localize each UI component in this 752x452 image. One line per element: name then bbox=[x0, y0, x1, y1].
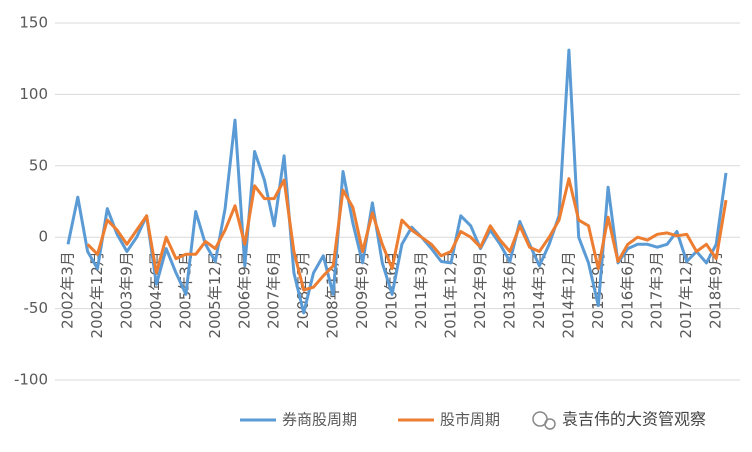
x-tick-label: 2002年12月 bbox=[88, 251, 106, 338]
x-tick-label: 2011年12月 bbox=[442, 251, 460, 338]
y-tick-label: 50 bbox=[29, 156, 48, 174]
watermark: 袁吉伟的大资管观察 bbox=[562, 410, 706, 429]
x-tick-label: 2012年9月 bbox=[471, 251, 489, 329]
legend-label: 券商股周期 bbox=[282, 411, 357, 429]
watermark-icon bbox=[532, 411, 556, 430]
x-tick-label: 2014年3月 bbox=[530, 251, 548, 329]
line-series bbox=[86, 177, 728, 292]
x-tick-label: 2009年9月 bbox=[353, 251, 371, 329]
x-tick-label: 2016年6月 bbox=[618, 251, 636, 329]
x-tick-label: 2011年3月 bbox=[412, 251, 430, 329]
x-tick-label: 2017年12月 bbox=[677, 251, 695, 338]
y-tick-label: 150 bbox=[19, 14, 48, 32]
x-tick-label: 2005年12月 bbox=[206, 251, 224, 338]
y-tick-label: 100 bbox=[19, 85, 48, 103]
x-tick-label: 2007年6月 bbox=[265, 251, 283, 329]
x-tick-label: 2018年9月 bbox=[707, 251, 725, 329]
x-tick-label: 2014年12月 bbox=[559, 251, 577, 338]
y-tick-label: -100 bbox=[14, 371, 48, 389]
x-tick-label: 2006年9月 bbox=[235, 251, 253, 329]
y-tick-label: -50 bbox=[24, 299, 49, 317]
legend-label: 股市周期 bbox=[440, 411, 500, 429]
x-tick-label: 2003年9月 bbox=[117, 251, 135, 329]
x-tick-label: 2013年6月 bbox=[500, 251, 518, 329]
x-tick-label: 2002年3月 bbox=[59, 251, 77, 329]
y-tick-label: 0 bbox=[38, 228, 48, 246]
x-tick-label: 2017年3月 bbox=[648, 251, 666, 329]
